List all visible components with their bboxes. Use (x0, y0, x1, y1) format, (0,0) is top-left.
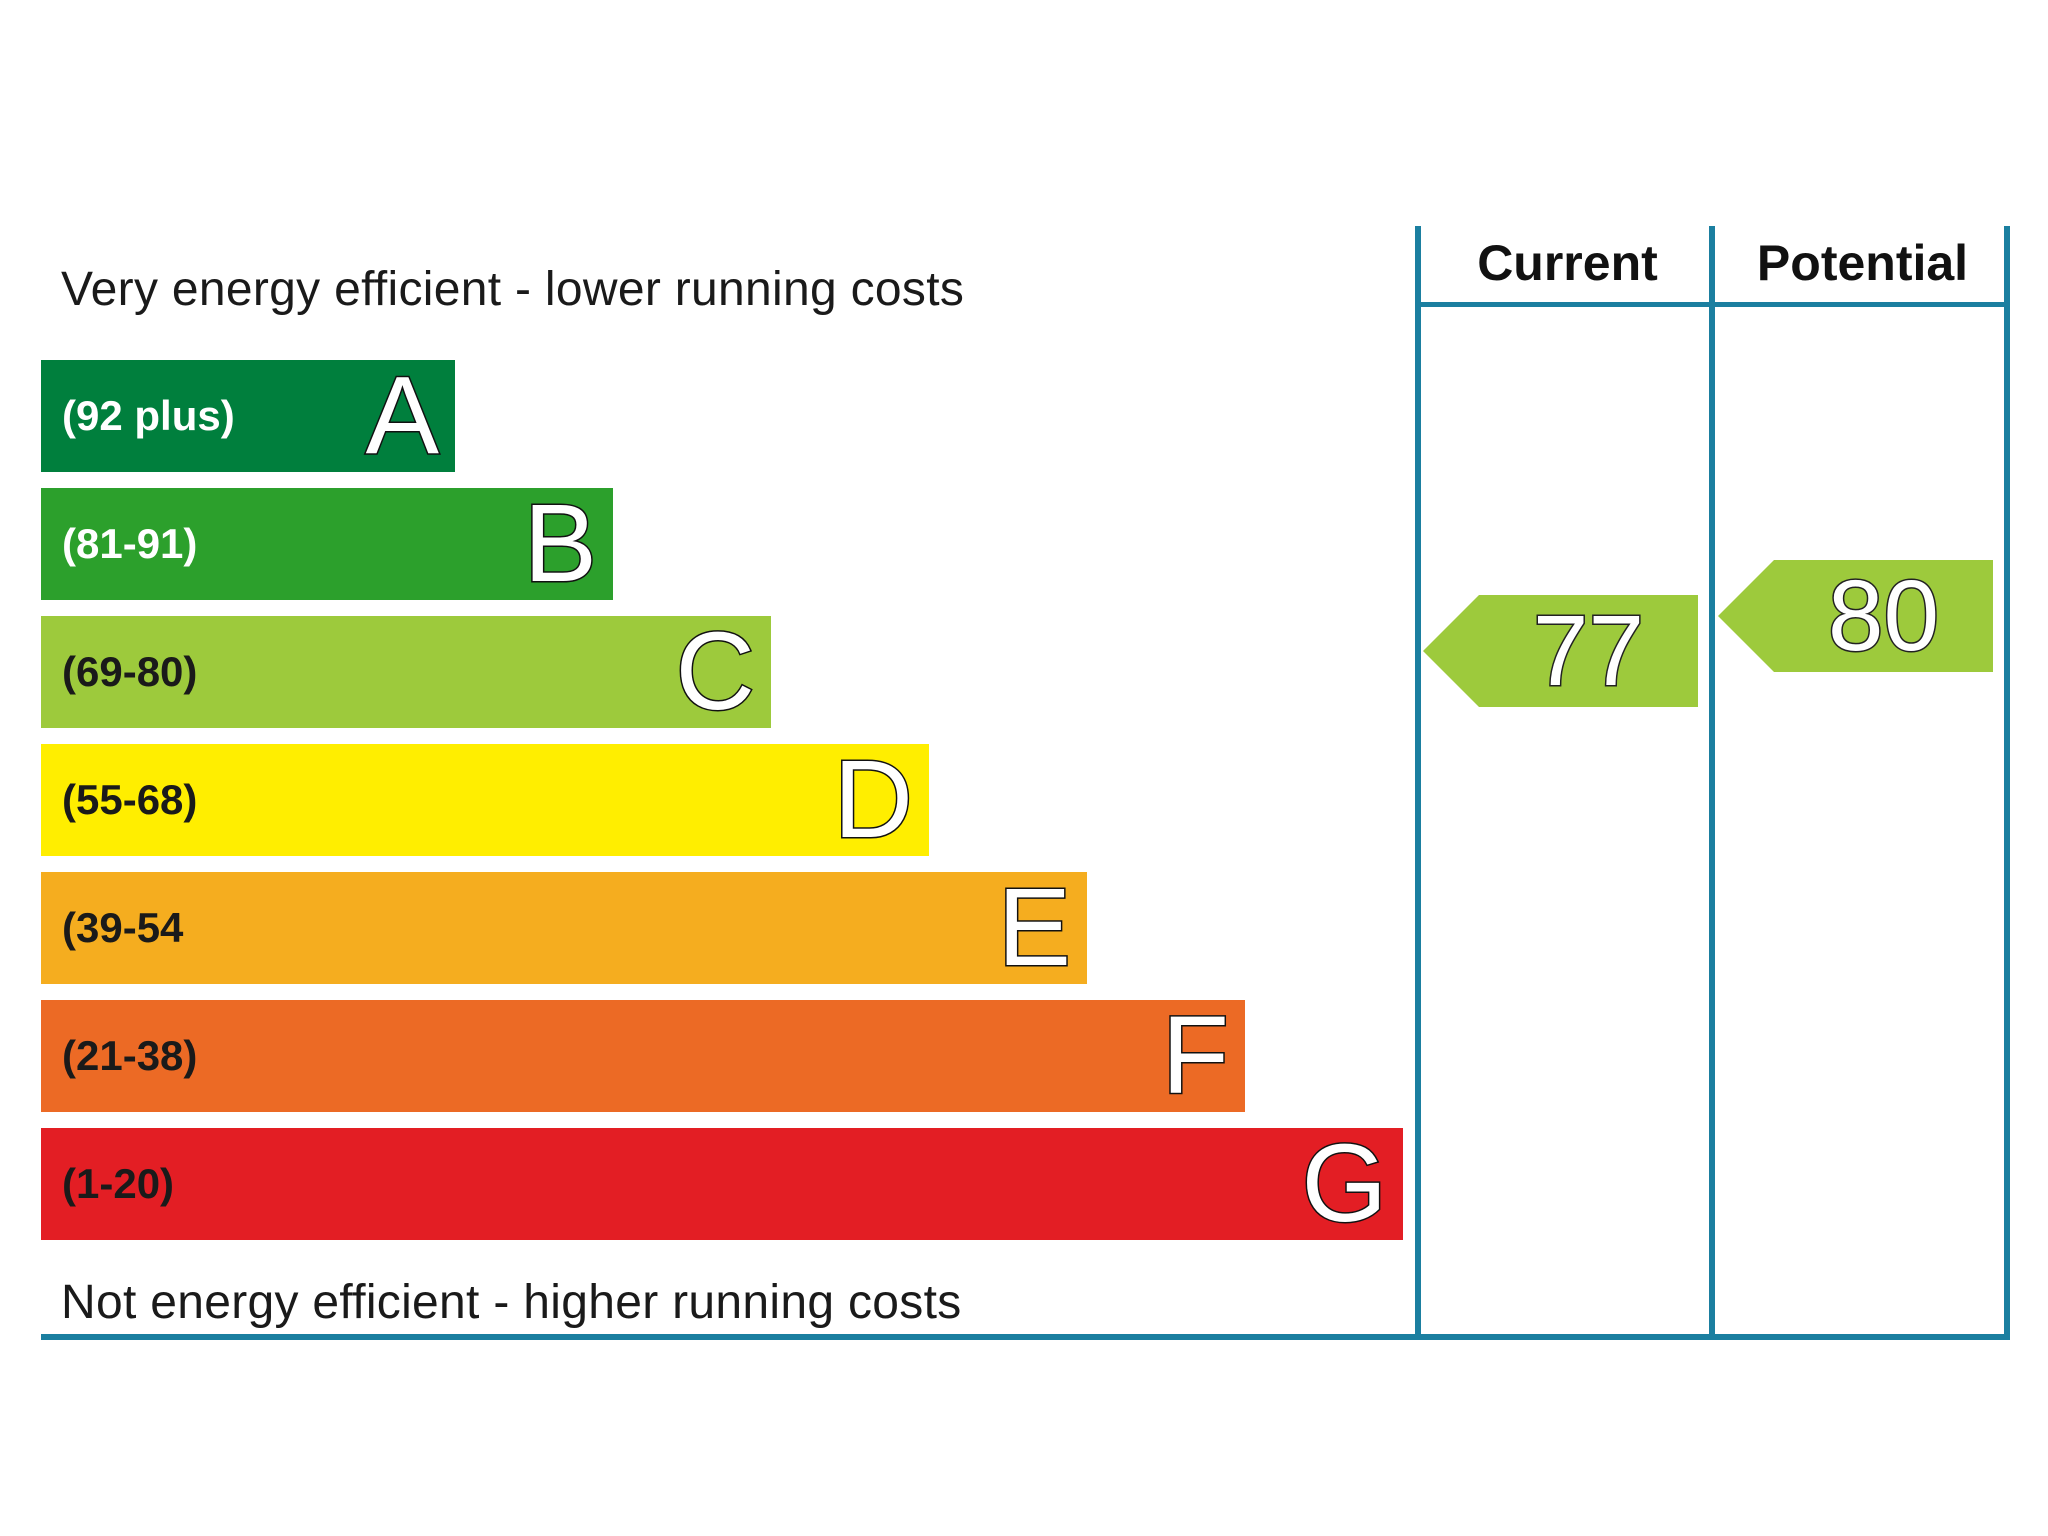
band-letter: G (1300, 1122, 1389, 1245)
rule-bottom (41, 1334, 2010, 1340)
band-range-label: (81-91) (62, 520, 198, 567)
rating-arrow-value: 77 (1531, 594, 1645, 709)
band-a: (92 plus) A (41, 354, 455, 477)
band-g: (1-20) G (41, 1122, 1403, 1245)
bottom-caption: Not energy efficient - higher running co… (61, 1276, 962, 1329)
band-range-label: (39-54 (62, 904, 184, 951)
rating-arrow-current: 77 (1423, 594, 1698, 709)
rule-header (1415, 302, 2010, 307)
band-range-label: (55-68) (62, 776, 198, 823)
band-letter: F (1160, 994, 1230, 1117)
band-range-label: (1-20) (62, 1160, 175, 1207)
band-d: (55-68) D (41, 738, 929, 861)
column-header-potential: Potential (1756, 235, 1969, 291)
band-range-label: (92 plus) (62, 392, 235, 439)
rating-arrow-shape (1423, 595, 1698, 707)
top-caption: Very energy efficient - lower running co… (61, 263, 965, 316)
column-header-current: Current (1477, 235, 1658, 291)
rating-arrow-value: 80 (1826, 559, 1940, 674)
rule-left (1415, 226, 1421, 1340)
band-letter: C (674, 610, 756, 733)
band-e: (39-54 E (41, 866, 1087, 989)
rating-arrow-potential: 80 (1718, 559, 1993, 674)
band-letter: B (522, 482, 598, 605)
band-c: (69-80) C (41, 610, 771, 733)
band-letter: A (364, 354, 440, 477)
band-range-label: (69-80) (62, 648, 198, 695)
rule-right (2004, 226, 2010, 1340)
band-range-label: (21-38) (62, 1032, 198, 1079)
band-b: (81-91) B (41, 482, 613, 605)
band-letter: D (832, 738, 914, 861)
rule-middle (1709, 226, 1715, 1340)
band-letter: E (996, 866, 1072, 989)
band-f: (21-38) F (41, 994, 1245, 1117)
rating-arrow-shape (1718, 560, 1993, 672)
